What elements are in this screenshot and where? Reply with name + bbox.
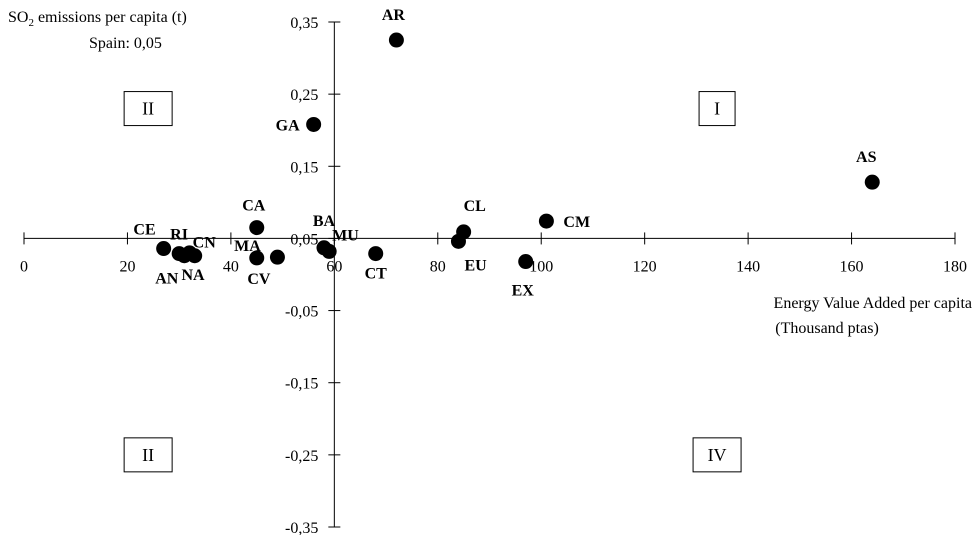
y-tick-label: 0,25 xyxy=(290,87,318,104)
y-tick-label: -0,25 xyxy=(285,448,318,465)
y-tick-label: 0,15 xyxy=(290,159,318,176)
y-tick-label: -0,05 xyxy=(285,304,318,321)
data-point-ce xyxy=(156,241,172,257)
y-tick-label: -0,15 xyxy=(285,376,318,393)
quadrant-label: I xyxy=(714,99,720,119)
data-point-ex xyxy=(518,254,534,270)
quadrant-box-frame xyxy=(698,91,736,127)
data-point-cm xyxy=(538,213,554,229)
x-tick-label: 160 xyxy=(840,258,864,275)
x-axis-title-line1: Energy Value Added per capita xyxy=(774,295,972,312)
data-point-mu xyxy=(321,243,337,259)
data-point-eu xyxy=(450,233,466,249)
x-tick-label: 20 xyxy=(119,258,135,275)
point-labels: AR GA AS CA CM CL BA EU MU CT EX CE RI CN AN NA MA CV xyxy=(133,7,876,299)
quadrant-box: II xyxy=(123,91,173,127)
quadrant-labels: II III IV xyxy=(123,91,742,473)
data-point-na xyxy=(182,245,198,261)
quadrant-box-frame xyxy=(692,437,742,473)
x-tick-label: 120 xyxy=(633,258,657,275)
data-point-ct xyxy=(368,246,384,262)
y-tick-label: -0,35 xyxy=(285,520,318,535)
data-point-ar xyxy=(388,32,404,48)
x-tick-label: 180 xyxy=(943,258,967,275)
point-label-cm: CM xyxy=(563,214,590,231)
x-tick-label: 80 xyxy=(430,258,446,275)
y-axis-title-prefix: SO xyxy=(8,9,28,26)
y-tick-label: 0,05 xyxy=(290,231,318,248)
quadrant-box: I xyxy=(698,91,736,127)
y-axis-title: SO2 emissions per capita (t) xyxy=(8,9,187,29)
data-point-as xyxy=(864,174,880,190)
data-points xyxy=(156,32,880,270)
point-label-an: AN xyxy=(155,271,179,288)
point-label-cn: CN xyxy=(193,235,217,252)
quadrant-box: IV xyxy=(692,437,742,473)
point-label-eu: EU xyxy=(464,257,487,274)
quadrant-box: II xyxy=(123,437,173,473)
point-label-as: AS xyxy=(856,149,877,166)
y-axis-title-suffix: emissions per capita (t) xyxy=(34,9,187,26)
quadrant-label: IV xyxy=(708,445,727,465)
x-axis-title-line2: (Thousand ptas) xyxy=(775,320,879,337)
quadrant-label: II xyxy=(142,99,154,119)
point-label-ct: CT xyxy=(365,266,388,283)
point-label-ga: GA xyxy=(276,117,300,134)
point-label-ma: MA xyxy=(234,238,261,255)
y-axis-note: Spain: 0,05 xyxy=(89,35,162,52)
quadrant-box-frame xyxy=(123,437,173,473)
x-tick-label: 40 xyxy=(223,258,239,275)
point-label-cv: CV xyxy=(247,271,271,288)
point-label-na: NA xyxy=(182,267,206,284)
quadrant-box-frame xyxy=(123,91,173,127)
y-tick-label: 0,35 xyxy=(290,15,318,32)
x-tick-label: 100 xyxy=(529,258,553,275)
data-point-ga xyxy=(306,116,322,132)
point-label-cl: CL xyxy=(464,198,486,215)
axis-titles: SO2 emissions per capita (t) Spain: 0,05… xyxy=(8,9,972,337)
point-label-ex: EX xyxy=(512,283,535,300)
data-point-ca xyxy=(249,220,265,236)
data-point-cv xyxy=(269,249,285,265)
point-label-ar: AR xyxy=(382,7,406,24)
point-label-ba: BA xyxy=(313,213,336,230)
point-label-mu: MU xyxy=(332,227,359,244)
point-label-ri: RI xyxy=(170,227,188,244)
point-label-ca: CA xyxy=(242,198,266,215)
axes: 0 20 40 60 80 100 120 140 160 1800,350,250,150,05… xyxy=(20,15,967,535)
x-tick-label: 0 xyxy=(20,258,28,275)
quadrant-label: II xyxy=(142,445,154,465)
y-axis-title-subscript: 2 xyxy=(28,17,34,29)
data-point-ma xyxy=(249,250,265,266)
x-tick-label: 140 xyxy=(736,258,760,275)
point-label-ce: CE xyxy=(133,222,155,239)
